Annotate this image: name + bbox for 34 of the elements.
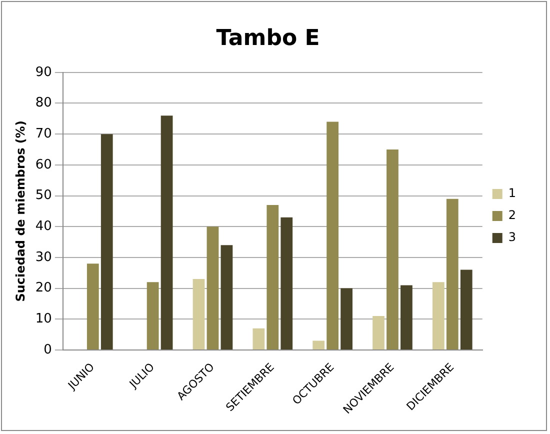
- bar: [266, 205, 279, 350]
- bar: [100, 134, 113, 350]
- bar: [192, 279, 205, 350]
- y-tick-label: 80: [35, 96, 52, 111]
- bar: [372, 316, 384, 350]
- y-tick-label: 50: [35, 188, 52, 204]
- legend-label: 1: [508, 186, 516, 200]
- legend-label: 3: [508, 230, 516, 244]
- y-tick-label: 90: [35, 64, 52, 80]
- y-axis-title: Suciedad de miembros (%): [13, 120, 28, 302]
- y-tick-label: 0: [44, 342, 52, 358]
- y-tick-label: 30: [35, 250, 52, 265]
- bar: [326, 122, 339, 350]
- chart-title: Tambo E: [216, 26, 320, 51]
- bar: [400, 285, 412, 350]
- bar: [160, 116, 173, 350]
- bar: [446, 198, 458, 350]
- bar: [252, 328, 265, 350]
- y-tick-label: 10: [35, 312, 52, 326]
- bar: [220, 245, 233, 350]
- y-tick-label: 20: [35, 280, 52, 296]
- bar: [86, 264, 99, 350]
- bar: [460, 270, 472, 350]
- bar: [312, 340, 325, 350]
- bar: [432, 282, 444, 350]
- legend-label: 2: [508, 208, 516, 222]
- bar: [206, 226, 219, 350]
- bar: [280, 217, 293, 350]
- bar: [340, 288, 352, 350]
- y-tick-label: 40: [35, 218, 52, 234]
- y-tick-label: 70: [35, 126, 52, 142]
- bar: [386, 150, 398, 350]
- bar: [146, 282, 159, 350]
- y-tick-label: 60: [35, 157, 52, 172]
